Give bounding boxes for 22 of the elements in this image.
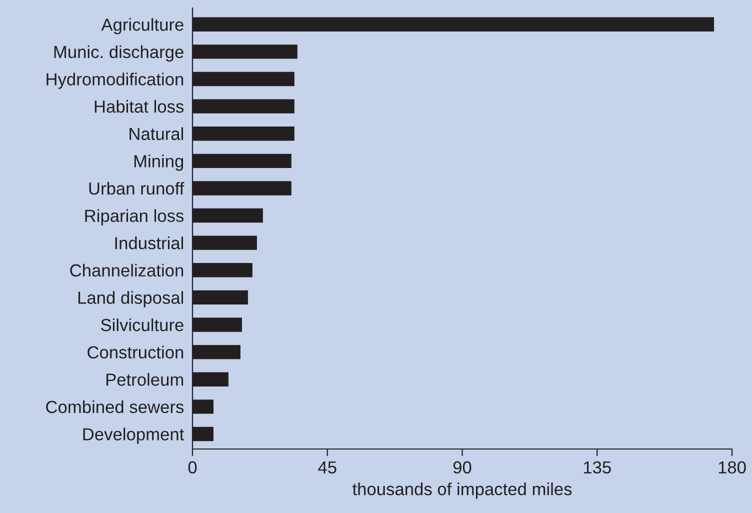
x-tick-label: 0	[188, 461, 197, 474]
y-tick-label: Munic. discharge	[54, 45, 184, 62]
y-tick-label: Development	[83, 428, 184, 444]
y-tick-label: Mining	[134, 154, 184, 171]
y-tick-label: Combined sewers	[46, 400, 184, 414]
y-tick-label: Agriculture	[101, 18, 184, 34]
x-tick-label: 90	[453, 461, 472, 474]
y-tick-label: Riparian loss	[85, 209, 184, 226]
y-tick-label: Channelization	[70, 264, 184, 277]
y-tick-label: Industrial	[115, 236, 184, 250]
x-axis-title: thousands of impacted miles	[352, 482, 572, 499]
x-tick-label: 45	[318, 461, 336, 474]
y-tick-label: Hydromodification	[46, 72, 184, 89]
x-tick-label: 135	[584, 461, 611, 474]
y-tick-label: Land disposal	[78, 291, 184, 308]
y-tick-label: Urban runoff	[89, 182, 184, 195]
y-tick-label: Petroleum	[106, 373, 184, 386]
x-tick-label: 180	[718, 461, 746, 474]
y-tick-label: Construction	[88, 346, 184, 359]
y-tick-label: Natural	[130, 127, 184, 140]
y-tick-label: Silviculture	[101, 318, 184, 332]
y-tick-label: Habitat loss	[94, 100, 184, 113]
